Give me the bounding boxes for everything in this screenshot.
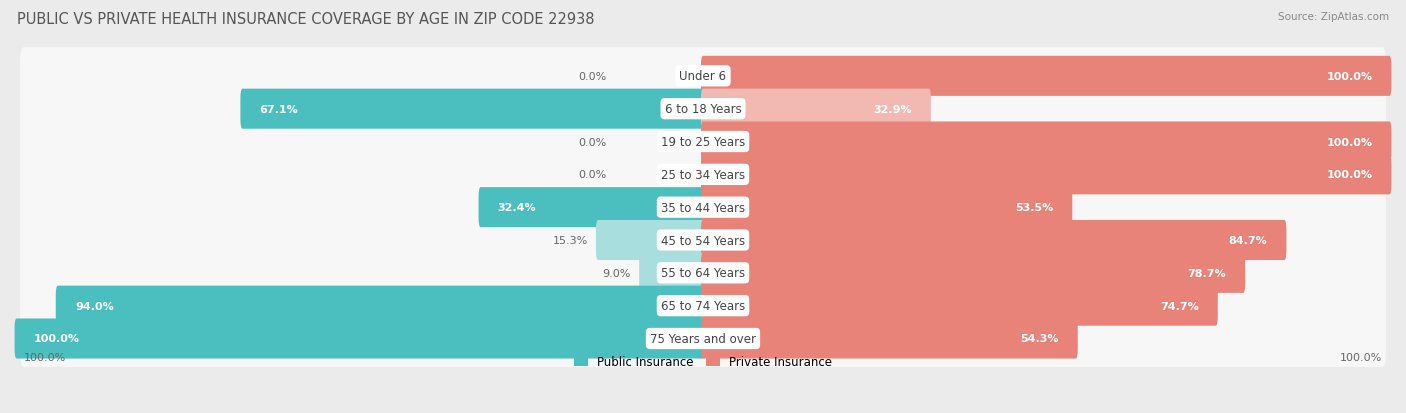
Text: 75 Years and over: 75 Years and over <box>650 332 756 345</box>
FancyBboxPatch shape <box>702 57 1392 97</box>
Text: 25 to 34 Years: 25 to 34 Years <box>661 169 745 181</box>
FancyBboxPatch shape <box>20 48 1386 105</box>
FancyBboxPatch shape <box>20 179 1386 236</box>
Text: 35 to 44 Years: 35 to 44 Years <box>661 201 745 214</box>
Text: 0.0%: 0.0% <box>579 170 607 180</box>
FancyBboxPatch shape <box>20 278 1386 335</box>
Legend: Public Insurance, Private Insurance: Public Insurance, Private Insurance <box>569 351 837 373</box>
Text: 84.7%: 84.7% <box>1229 235 1267 245</box>
FancyBboxPatch shape <box>20 212 1386 269</box>
FancyBboxPatch shape <box>240 90 704 129</box>
FancyBboxPatch shape <box>20 244 1386 301</box>
FancyBboxPatch shape <box>56 286 704 326</box>
Text: 78.7%: 78.7% <box>1188 268 1226 278</box>
FancyBboxPatch shape <box>702 188 1073 228</box>
FancyBboxPatch shape <box>640 253 704 293</box>
Text: 65 to 74 Years: 65 to 74 Years <box>661 299 745 312</box>
FancyBboxPatch shape <box>20 114 1386 171</box>
Text: 74.7%: 74.7% <box>1160 301 1198 311</box>
FancyBboxPatch shape <box>702 122 1392 162</box>
Text: 100.0%: 100.0% <box>1340 352 1382 362</box>
Text: PUBLIC VS PRIVATE HEALTH INSURANCE COVERAGE BY AGE IN ZIP CODE 22938: PUBLIC VS PRIVATE HEALTH INSURANCE COVER… <box>17 12 595 27</box>
Text: 100.0%: 100.0% <box>24 352 66 362</box>
FancyBboxPatch shape <box>702 286 1218 326</box>
Text: 100.0%: 100.0% <box>1326 137 1372 147</box>
Text: 0.0%: 0.0% <box>579 137 607 147</box>
Text: 0.0%: 0.0% <box>579 72 607 82</box>
Text: 94.0%: 94.0% <box>75 301 114 311</box>
FancyBboxPatch shape <box>702 253 1246 293</box>
Text: 45 to 54 Years: 45 to 54 Years <box>661 234 745 247</box>
FancyBboxPatch shape <box>20 310 1386 367</box>
Text: 32.4%: 32.4% <box>498 203 537 213</box>
Text: 9.0%: 9.0% <box>603 268 631 278</box>
Text: 67.1%: 67.1% <box>260 104 298 114</box>
Text: Source: ZipAtlas.com: Source: ZipAtlas.com <box>1278 12 1389 22</box>
Text: 53.5%: 53.5% <box>1015 203 1053 213</box>
FancyBboxPatch shape <box>20 147 1386 204</box>
Text: 100.0%: 100.0% <box>1326 72 1372 82</box>
Text: 19 to 25 Years: 19 to 25 Years <box>661 136 745 149</box>
FancyBboxPatch shape <box>702 221 1286 261</box>
FancyBboxPatch shape <box>20 81 1386 138</box>
FancyBboxPatch shape <box>702 319 1078 358</box>
FancyBboxPatch shape <box>702 155 1392 195</box>
Text: 54.3%: 54.3% <box>1019 334 1059 344</box>
FancyBboxPatch shape <box>596 221 704 261</box>
Text: 100.0%: 100.0% <box>34 334 80 344</box>
Text: Under 6: Under 6 <box>679 70 727 83</box>
FancyBboxPatch shape <box>478 188 704 228</box>
Text: 15.3%: 15.3% <box>553 235 588 245</box>
FancyBboxPatch shape <box>702 90 931 129</box>
Text: 100.0%: 100.0% <box>1326 170 1372 180</box>
Text: 55 to 64 Years: 55 to 64 Years <box>661 267 745 280</box>
Text: 6 to 18 Years: 6 to 18 Years <box>665 103 741 116</box>
FancyBboxPatch shape <box>14 319 704 358</box>
Text: 32.9%: 32.9% <box>873 104 911 114</box>
